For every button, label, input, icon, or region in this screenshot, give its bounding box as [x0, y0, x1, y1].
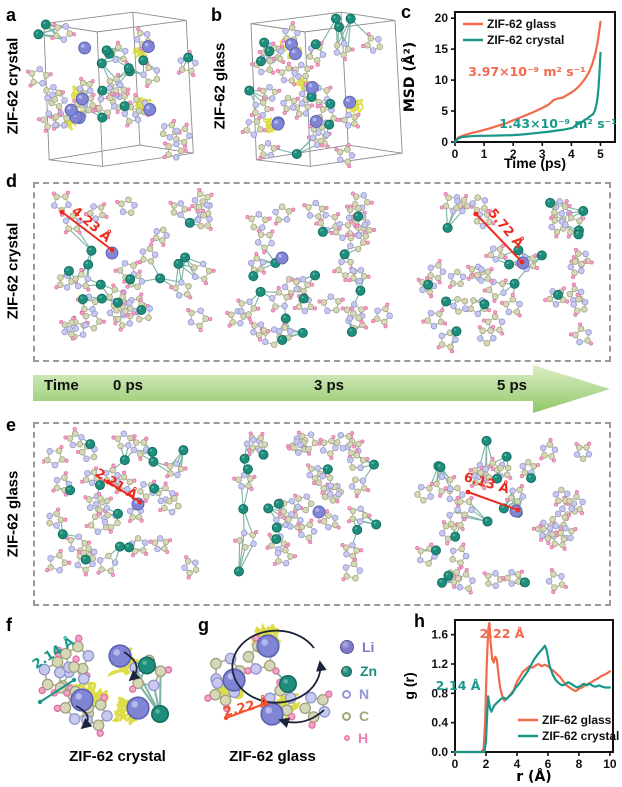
x-tick-label: 4 — [514, 757, 521, 771]
y-tick-label: 1.6 — [431, 628, 448, 642]
atoms — [414, 435, 593, 595]
atoms — [42, 427, 200, 580]
x-tick-label: 6 — [545, 757, 552, 771]
panel-d-dashed-frame — [33, 182, 611, 362]
legend-item-n: N — [342, 687, 369, 701]
series-zif-62-crystal — [453, 644, 611, 754]
crystal-snapshot-3ps — [225, 191, 393, 348]
y-tick-label: 0.0 — [431, 745, 448, 759]
li-atom-icon — [340, 640, 354, 654]
msd-line-chart: 0 1 2 3 4 5 0 5 10 15 20 Time (ps) MSD (Å²) ZIF-62 gl… — [401, 11, 617, 171]
atoms — [232, 430, 382, 582]
panel-b-label: b — [211, 5, 222, 25]
legend-item-c: C — [342, 709, 369, 723]
panel-g-caption: ZIF-62 glass — [229, 748, 316, 765]
time-tick-5ps: 5 ps — [497, 377, 528, 394]
glass-snapshot-3ps — [232, 430, 382, 582]
c-atom-icon — [342, 711, 351, 721]
y-tick-label: 20 — [435, 11, 449, 25]
x-tick-label: 1 — [481, 147, 488, 161]
series-zif-62-glass — [453, 621, 611, 754]
x-tick-label: 4 — [568, 147, 575, 161]
legend-label: ZIF-62 crystal — [487, 33, 564, 47]
x-axis-label: r (Å) — [516, 768, 551, 785]
atoms — [416, 192, 594, 354]
y-tick-label: 5 — [441, 104, 448, 118]
x-tick-label: 3 — [539, 147, 546, 161]
y-axis-label: MSD (Å²) — [401, 42, 418, 112]
x-tick-label: 10 — [603, 757, 617, 771]
panel-d-side-label: ZIF-62 crystal — [4, 222, 22, 320]
panel-f-label: f — [6, 615, 12, 635]
h-atom-icon — [344, 735, 350, 741]
x-tick-label: 0 — [452, 147, 459, 161]
panel-e-side-label: ZIF-62 glass — [4, 470, 22, 558]
legend-item-h: H — [344, 731, 368, 745]
x-tick-label: 0 — [452, 757, 459, 771]
zn-atom-icon — [341, 665, 352, 677]
panel-c-label: c — [401, 2, 412, 22]
chart-annotation: 1.43×10⁻⁹ m² s⁻¹ — [499, 116, 617, 131]
li-hopping-crystal-render — [38, 634, 173, 737]
time-tick-0ps: 0 ps — [113, 377, 144, 394]
y-tick-label: 15 — [435, 42, 449, 56]
chart-annotation: 2.14 Å — [436, 678, 481, 693]
n-atom-label: N — [359, 686, 370, 702]
zif62-crystal-cell-render — [26, 11, 199, 167]
crystal-snapshot-5ps — [416, 192, 594, 354]
li-atom-label: Li — [362, 639, 375, 655]
time-arrow-title: Time — [44, 377, 79, 394]
chart-annotation: 2.22 Å — [480, 626, 525, 641]
atoms — [225, 191, 393, 348]
panel-h-label: h — [414, 611, 425, 631]
c-atom-label: C — [359, 708, 370, 724]
legend-item-zn: Zn — [341, 664, 377, 678]
panel-e-dashed-frame — [33, 422, 611, 606]
y-tick-label: 1.2 — [431, 657, 448, 671]
atoms — [38, 634, 173, 737]
x-tick-label: 2 — [483, 757, 490, 771]
bonds — [42, 428, 197, 578]
atoms — [240, 13, 384, 168]
plot-frame — [454, 619, 614, 753]
li-hopping-glass-render — [204, 622, 333, 729]
atoms — [51, 188, 216, 341]
panel-e-label: e — [6, 415, 17, 435]
time-tick-3ps: 3 ps — [314, 377, 345, 394]
legend-label: ZIF-62 glass — [487, 17, 557, 31]
h-atom-label: H — [358, 730, 369, 746]
y-tick-label: 10 — [435, 73, 449, 87]
x-axis-label: Time (ps) — [504, 155, 566, 171]
series-zif-62-glass — [453, 20, 602, 144]
glass-snapshot-0ps — [42, 427, 200, 580]
panel-f-caption: ZIF-62 crystal — [69, 748, 166, 765]
legend-item-li: Li — [340, 640, 374, 654]
crystal-snapshot-0ps — [51, 188, 216, 341]
zn-atom-label: Zn — [360, 663, 378, 679]
panel-g-label: g — [198, 615, 209, 635]
glass-snapshot-5ps — [414, 435, 593, 595]
series-zif-62-crystal — [453, 51, 602, 144]
legend-label: ZIF-62 glass — [542, 713, 612, 727]
y-tick-label: 0.4 — [431, 716, 448, 730]
y-tick-label: 0 — [441, 135, 448, 149]
legend-label: ZIF-62 crystal — [542, 729, 619, 743]
zif62-glass-cell-render — [240, 11, 403, 168]
x-tick-label: 2 — [510, 147, 517, 161]
y-tick-label: 0.8 — [431, 686, 448, 700]
y-axis-label: g (r) — [401, 672, 417, 699]
panel-a-side-label: ZIF-62 crystal — [4, 37, 22, 135]
panel-d-label: d — [6, 171, 17, 191]
panel-a-label: a — [6, 5, 17, 25]
atoms — [26, 19, 199, 161]
n-atom-icon — [342, 689, 351, 699]
x-tick-label: 5 — [597, 147, 604, 161]
plot-frame — [454, 11, 616, 143]
chart-annotation: 3.97×10⁻⁹ m² s⁻¹ — [468, 64, 586, 79]
rdf-line-chart: 0 2 4 6 8 10 0.0 0.4 0.8 1.2 1.6 r (Å) g (r) ZIF-62 g… — [401, 619, 619, 785]
panel-b-side-label: ZIF-62 glass — [211, 42, 229, 130]
x-tick-label: 8 — [576, 757, 583, 771]
unit-cell-wireframe — [43, 11, 194, 167]
